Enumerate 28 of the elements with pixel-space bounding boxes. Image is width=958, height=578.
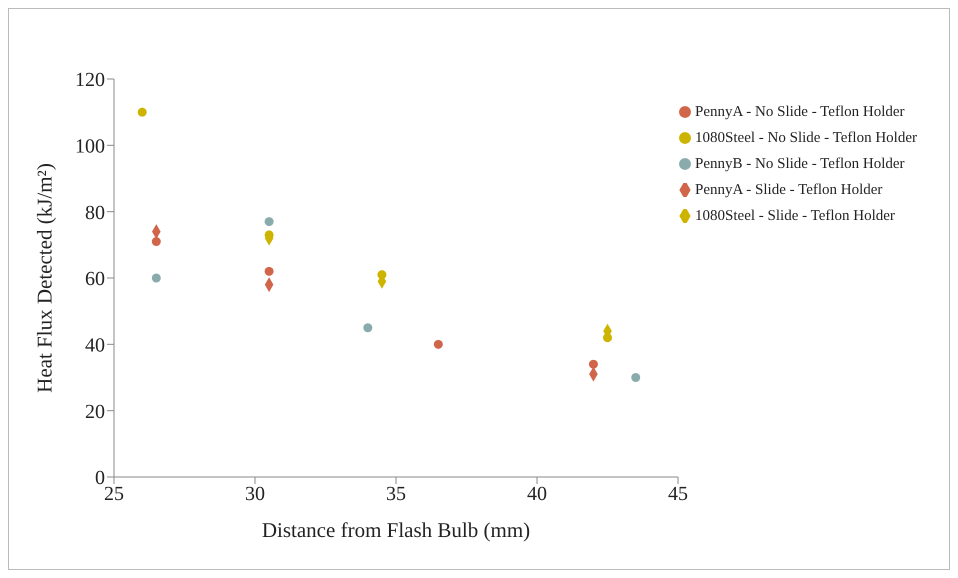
point xyxy=(152,237,161,246)
x-tick-label: 25 xyxy=(104,483,124,506)
legend-label: PennyA - No Slide - Teflon Holder xyxy=(695,103,905,122)
legend-label: PennyB - No Slide - Teflon Holder xyxy=(695,155,905,174)
point xyxy=(152,273,161,283)
y-tick-label: 20 xyxy=(85,400,105,423)
y-axis-title: Heat Flux Detected (kJ/m²) xyxy=(32,163,56,393)
legend-label: 1080Steel - No Slide - Teflon Holder xyxy=(695,129,917,148)
point xyxy=(631,372,640,382)
point xyxy=(138,108,147,117)
x-axis-title: Distance from Flash Bulb (mm) xyxy=(262,518,530,542)
point xyxy=(264,266,274,276)
y-tick-label: 40 xyxy=(85,334,105,356)
point xyxy=(264,217,274,226)
y-tick-label: 80 xyxy=(85,202,105,224)
y-tick-label: 120 xyxy=(75,69,105,92)
legend-label: 1080Steel - Slide - Teflon Holder xyxy=(695,207,895,226)
x-tick-label: 30 xyxy=(245,483,266,506)
x-tick-label: 35 xyxy=(386,483,406,506)
point xyxy=(363,323,372,332)
point xyxy=(588,360,598,369)
x-tick-label: 45 xyxy=(668,483,688,506)
x-tick-label: 40 xyxy=(527,483,548,506)
y-tick-label: 60 xyxy=(85,268,105,290)
y-tick-label: 0 xyxy=(95,467,105,490)
point xyxy=(434,340,443,349)
y-tick-label: 100 xyxy=(75,135,105,158)
legend-label: PennyA - Slide - Teflon Holder xyxy=(695,181,882,200)
